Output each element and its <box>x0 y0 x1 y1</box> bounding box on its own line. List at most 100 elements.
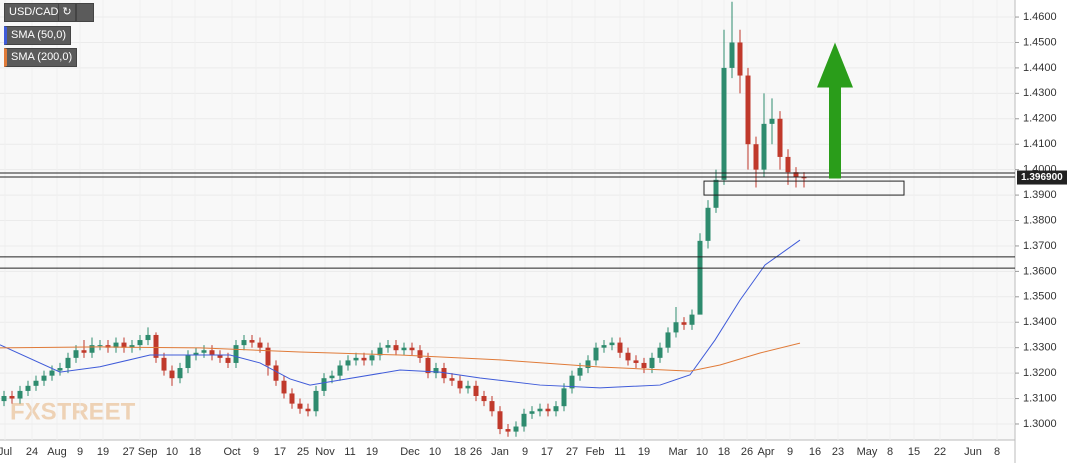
y-tick-label: 1.3500 <box>1023 291 1057 303</box>
y-tick-label: 1.4600 <box>1023 11 1057 23</box>
y-tick-label: 1.3400 <box>1023 316 1057 328</box>
candle-body <box>673 322 679 333</box>
x-tick-label: 17 <box>274 446 286 458</box>
x-tick-label: 26 <box>741 446 753 458</box>
candle-body <box>1 396 7 402</box>
candle-body <box>353 357 359 361</box>
x-tick-label: 18 <box>718 446 730 458</box>
candle-body <box>185 355 191 369</box>
price-tag <box>1017 170 1067 185</box>
candle-body <box>689 314 695 325</box>
x-tick-label: 27 <box>566 446 578 458</box>
x-tick-label: 17 <box>541 446 553 458</box>
refresh-button[interactable]: ↻ <box>58 3 76 22</box>
y-tick-label: 1.4400 <box>1023 62 1057 74</box>
calendar-button[interactable] <box>76 3 94 22</box>
y-tick-label: 1.4100 <box>1023 138 1057 150</box>
x-tick-label: Jun <box>964 446 982 458</box>
candle-body <box>145 334 151 341</box>
x-tick-label: 25 <box>297 446 309 458</box>
x-tick-label: 26 <box>470 446 482 458</box>
candle-body <box>625 352 631 361</box>
candle-body <box>201 350 207 353</box>
candle-body <box>617 342 623 353</box>
candle-body <box>649 357 655 369</box>
candle-body <box>513 426 519 432</box>
candle-body <box>65 357 71 369</box>
y-tick-label: 1.4300 <box>1023 87 1057 99</box>
price-tag-label: 1.396900 <box>1021 172 1063 183</box>
candle-body <box>769 118 775 124</box>
candle-body <box>105 345 111 348</box>
legend-entry[interactable]: SMA (50,0) <box>4 26 72 45</box>
candle-body <box>153 334 159 358</box>
symbol-label[interactable]: USD/CAD <box>4 3 64 22</box>
candle-body <box>241 340 247 346</box>
x-tick-label: 9 <box>77 446 83 458</box>
candle-body <box>425 357 431 374</box>
y-tick-label: 1.3200 <box>1023 367 1057 379</box>
x-tick-label: 27 Sep <box>123 446 158 458</box>
candle-body <box>761 123 767 170</box>
x-tick-label: 9 <box>253 446 259 458</box>
candle-body <box>745 75 751 145</box>
candle-body <box>49 370 55 376</box>
candle-body <box>401 347 407 351</box>
candle-body <box>537 408 543 412</box>
candle-body <box>633 360 639 363</box>
candle-body <box>657 347 663 358</box>
candle-body <box>289 393 295 404</box>
candle-body <box>177 368 183 379</box>
candle-body <box>265 347 271 366</box>
x-tick-label: 11 <box>614 446 625 458</box>
candle-body <box>601 345 607 348</box>
x-tick-label: 10 <box>166 446 178 458</box>
candle-body <box>129 345 135 348</box>
candle-body <box>561 388 567 407</box>
candle-body <box>545 408 551 412</box>
x-tick-label: Dec <box>400 446 420 458</box>
zone-box <box>703 180 905 196</box>
candle-body <box>433 368 439 374</box>
candle-body <box>225 357 231 363</box>
x-tick-label: Aug <box>47 446 67 458</box>
y-tick-label: 1.3300 <box>1023 342 1057 354</box>
candle-body <box>449 378 455 381</box>
candle-body <box>73 350 79 358</box>
y-tick-label: 1.3900 <box>1023 189 1057 201</box>
candle-body <box>569 375 575 389</box>
candle-body <box>9 396 15 399</box>
candle-body <box>313 390 319 412</box>
legend-text: SMA (50,0) <box>11 29 67 41</box>
candle-body <box>801 177 807 179</box>
y-tick-label: 1.3000 <box>1023 418 1057 430</box>
candle-body <box>33 380 39 386</box>
candle-body <box>361 357 367 361</box>
candle-body <box>393 345 399 351</box>
x-tick-label: 9 <box>787 446 793 458</box>
candle-body <box>609 342 615 346</box>
candle-body <box>233 345 239 363</box>
candle-body <box>41 375 47 381</box>
candle-body <box>97 345 103 347</box>
x-tick-label: 19 <box>366 446 378 458</box>
arrow <box>817 42 853 179</box>
watermark: FXSTREET <box>10 398 136 425</box>
x-tick-label: 10 <box>696 446 708 458</box>
symbol: USD/CAD <box>9 6 59 18</box>
candle-body <box>465 385 471 389</box>
candle-body <box>457 380 463 389</box>
y-tick-label: 1.3800 <box>1023 214 1057 226</box>
x-tick-label: Feb <box>586 446 605 458</box>
x-tick-label: 10 <box>429 446 441 458</box>
candle-body <box>329 375 335 379</box>
y-tick-label: 1.3100 <box>1023 392 1057 404</box>
candle-body <box>529 411 535 414</box>
candle-body <box>641 362 647 369</box>
legend-entry[interactable]: SMA (200,0) <box>4 48 78 67</box>
candle-body <box>377 347 383 356</box>
candle-body <box>553 406 559 412</box>
candle-body <box>161 357 167 371</box>
